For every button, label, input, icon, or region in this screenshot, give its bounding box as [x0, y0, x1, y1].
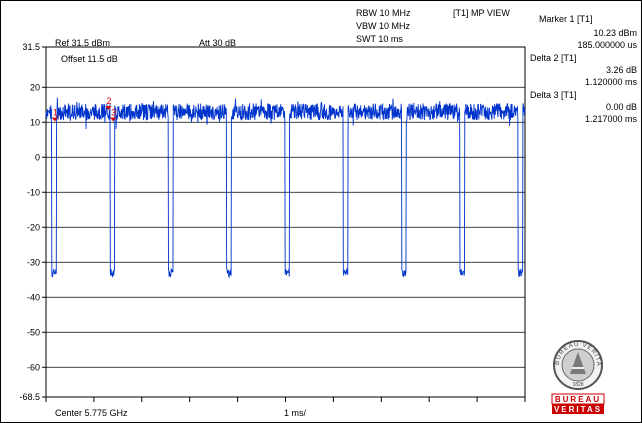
y-tick-label: -50 [27, 327, 40, 337]
time-per-division: 1 ms/ [284, 408, 307, 418]
y-tick-label: 0 [35, 152, 40, 162]
logo-word-bureau: BUREAU [555, 395, 601, 404]
plot-frame [45, 46, 526, 398]
ref-level: Ref 31.5 dBm [55, 38, 111, 48]
y-tick-label: 31.5 [22, 42, 40, 52]
marker-1-time: 185.000000 us [577, 40, 637, 50]
y-tick-label: 20 [30, 82, 40, 92]
trace-line [45, 97, 526, 279]
marker-1-label: 1 [53, 107, 58, 117]
y-tick-label: -10 [27, 187, 40, 197]
marker-3-point [110, 117, 117, 122]
swt-readout: SWT 10 ms [356, 34, 403, 44]
delta-3-title: Delta 3 [T1] [530, 90, 577, 100]
offset: Offset 11.5 dB [61, 54, 118, 64]
y-tick-label: -30 [27, 257, 40, 267]
logo-word-veritas: VERITAS [554, 405, 602, 414]
attenuation: Att 30 dB [199, 38, 237, 48]
rbw-readout: RBW 10 MHz [356, 8, 411, 18]
marker-1-title: Marker 1 [T1] [539, 14, 593, 24]
delta-3-time: 1.217000 ms [584, 114, 637, 124]
marker-3-label: 3 [111, 107, 116, 117]
delta-2-level: 3.26 dB [605, 65, 637, 75]
bureau-veritas-logo: BUREAU VERITAS 1828 BUREAU VERITAS [550, 338, 605, 414]
delta-2-title: Delta 2 [T1] [530, 53, 577, 63]
view-mode: [T1] MP VIEW [453, 8, 510, 18]
marker-2-label: 2 [107, 96, 112, 106]
delta-2-time: 1.120000 ms [584, 77, 637, 87]
marker-2-point [105, 106, 112, 111]
y-tick-label: -40 [27, 292, 40, 302]
y-tick-label: 10 [30, 117, 40, 127]
center-frequency: Center 5.775 GHz [55, 408, 128, 418]
y-tick-label: -68.5 [19, 392, 40, 402]
y-tick-label: -60 [27, 362, 40, 372]
marker-1-point [51, 117, 58, 122]
y-tick-label: -20 [27, 222, 40, 232]
logo-year: 1828 [572, 382, 583, 388]
vbw-readout: VBW 10 MHz [356, 21, 411, 31]
delta-3-level: 0.00 dB [605, 102, 637, 112]
marker-1-level: 10.23 dBm [593, 28, 637, 38]
